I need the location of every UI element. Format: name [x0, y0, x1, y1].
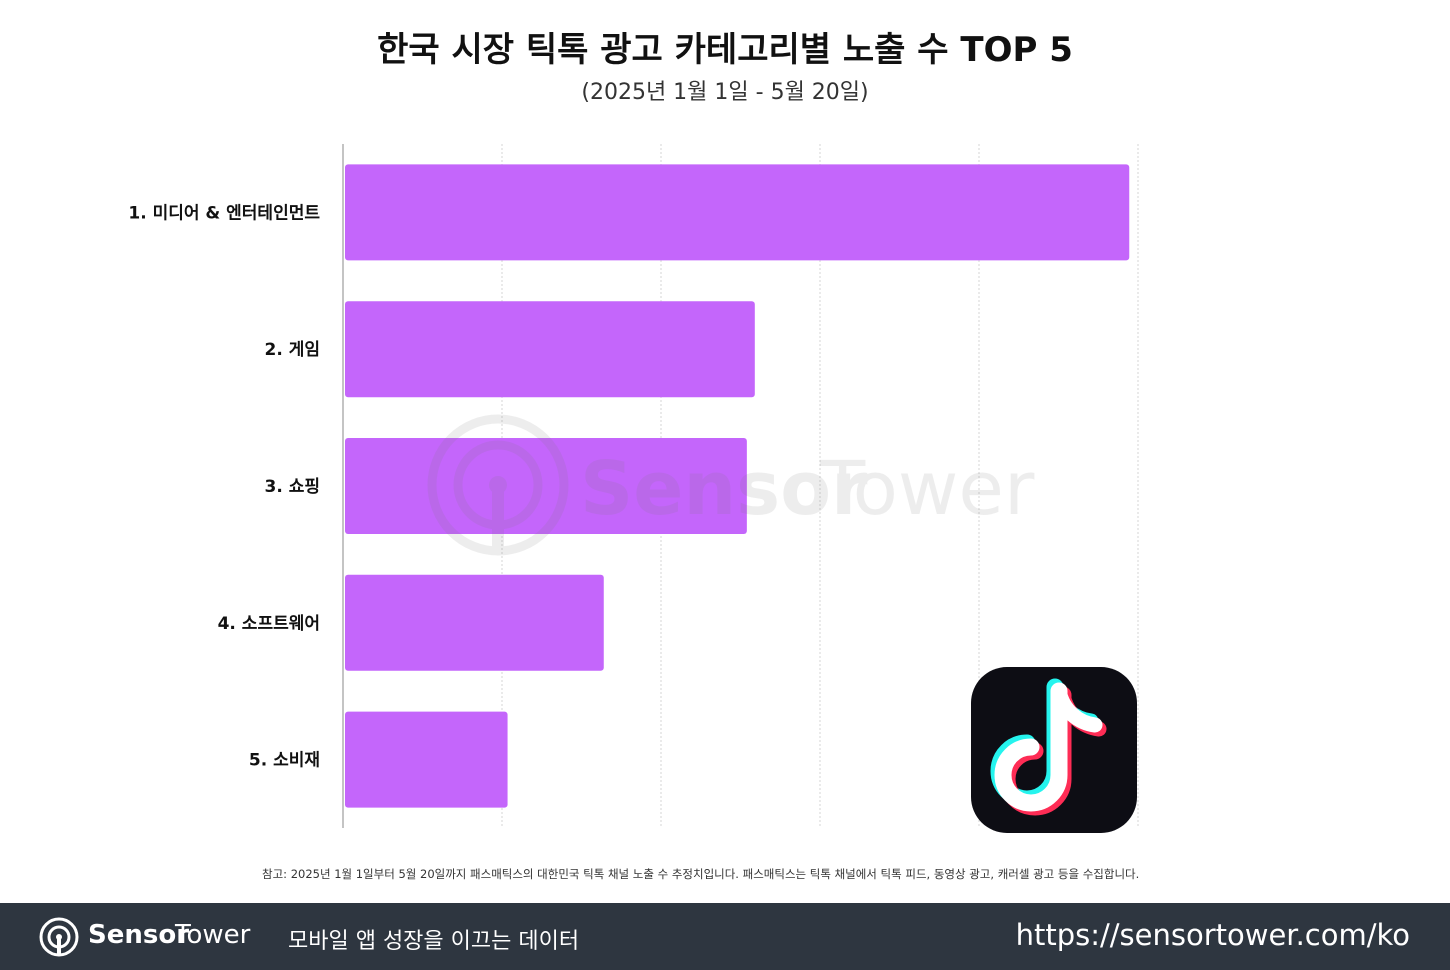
sensortower-watermark: Sensor Tower [427, 414, 1035, 556]
category-label: 2. 게임 [265, 339, 321, 360]
category-label: 5. 소비재 [249, 751, 320, 771]
bar [345, 164, 1130, 261]
category-label: 4. 소프트웨어 [218, 614, 320, 634]
footer-brand-tower: Tower [175, 920, 251, 950]
watermark-brand-a: Sensor [580, 446, 868, 532]
chart-subtitle: (2025년 1월 1일 - 5월 20일) [581, 80, 869, 105]
footer-url-link[interactable]: https://sensortower.com/ko [1015, 918, 1410, 952]
sensortower-watermark-icon [427, 414, 569, 556]
footer-bar: Sensor Tower 모바일 앱 성장을 이끄는 데이터 https://s… [0, 903, 1450, 970]
sensortower-logo-icon [39, 917, 79, 957]
bars [345, 164, 1130, 808]
bar-chart: 1. 미디어 & 엔터테인먼트 2. 게임 3. 쇼핑 4. 소프트웨어 5. 소비재 [128, 144, 1139, 828]
footnote: 참고: 2025년 1월 1일부터 5월 20일까지 패스매틱스의 대한민국 틱… [262, 867, 1140, 881]
chart-title: 한국 시장 틱톡 광고 카테고리별 노출 수 TOP 5 [377, 30, 1073, 70]
bar [345, 711, 508, 808]
bar [345, 301, 755, 398]
watermark-brand-b: Tower [819, 446, 1035, 532]
footer-tagline: 모바일 앱 성장을 이끄는 데이터 [288, 929, 580, 954]
footer-brand-sensor: Sensor [88, 920, 190, 950]
bar [345, 438, 747, 534]
tiktok-icon [971, 667, 1137, 833]
category-labels: 1. 미디어 & 엔터테인먼트 2. 게임 3. 쇼핑 4. 소프트웨어 5. 소비재 [128, 203, 320, 770]
category-label: 3. 쇼핑 [265, 477, 321, 497]
category-label: 1. 미디어 & 엔터테인먼트 [128, 203, 320, 223]
bar [345, 574, 604, 671]
